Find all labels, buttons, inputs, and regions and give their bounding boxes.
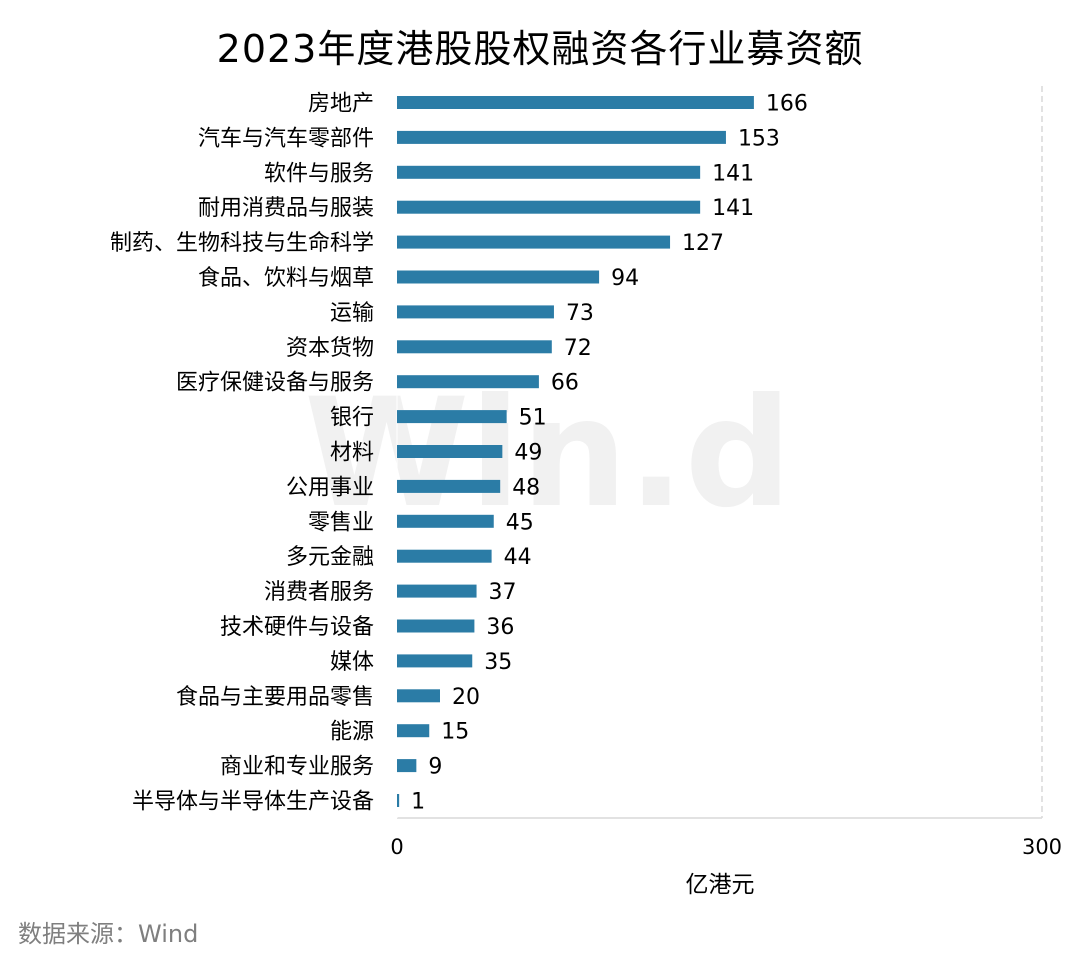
category-label: 食品、饮料与烟草: [198, 266, 374, 291]
bar: [397, 549, 492, 563]
data-label: 36: [486, 615, 514, 640]
data-label: 141: [712, 161, 754, 186]
chart-title: 2023年度港股股权融资各行业募资额: [216, 27, 864, 71]
data-label: 49: [514, 441, 542, 466]
data-label: 141: [712, 196, 754, 221]
bar: [397, 410, 507, 424]
data-label: 66: [551, 371, 579, 396]
data-label: 153: [738, 126, 780, 151]
x-tick-label: 300: [1022, 835, 1062, 859]
bar: [397, 759, 417, 773]
bar: [397, 200, 701, 214]
category-label: 运输: [330, 301, 374, 326]
bar: [397, 689, 440, 703]
category-label: 技术硬件与设备: [220, 615, 374, 640]
category-label: 房地产: [308, 92, 374, 117]
bar: [397, 165, 701, 179]
bar: [397, 479, 501, 493]
category-label: 半导体与半导体生产设备: [132, 790, 374, 815]
x-tick-label: 0: [390, 835, 403, 859]
data-label: 51: [519, 406, 547, 431]
bar: [397, 340, 552, 354]
category-label: 软件与服务: [264, 161, 374, 186]
category-label: 多元金融: [286, 545, 374, 570]
data-label: 94: [611, 266, 639, 291]
category-label: 零售业: [308, 510, 374, 535]
data-label: 20: [452, 685, 480, 710]
category-label: 耐用消费品与服装: [198, 196, 374, 221]
data-label: 9: [428, 755, 442, 780]
category-label: 媒体: [330, 650, 374, 675]
data-label: 72: [564, 336, 592, 361]
bar: [397, 445, 503, 458]
source-note: 数据来源：Wind: [18, 920, 199, 948]
category-label: 消费者服务: [264, 580, 374, 605]
watermark: Win.d: [304, 367, 792, 541]
bar: [397, 584, 477, 598]
data-label: 73: [566, 301, 594, 326]
data-label: 48: [512, 475, 540, 500]
category-label: 医疗保健设备与服务: [176, 371, 374, 396]
bar: [397, 619, 475, 633]
bar: [397, 724, 430, 738]
bar: [397, 514, 494, 528]
bar: [397, 96, 754, 109]
data-label: 44: [504, 545, 532, 570]
bar: [397, 375, 539, 389]
category-label: 能源: [330, 720, 374, 745]
data-label: 37: [489, 580, 517, 605]
x-axis-label: 亿港元: [686, 872, 755, 898]
bar: [397, 235, 671, 249]
category-label: 公用事业: [286, 475, 374, 500]
category-label: 制药、生物科技与生命科学: [110, 231, 374, 256]
category-label: 汽车与汽车零部件: [198, 126, 374, 151]
category-label: 商业和专业服务: [220, 755, 374, 780]
data-label: 166: [766, 92, 808, 117]
category-label: 资本货物: [286, 336, 374, 361]
data-label: 45: [506, 510, 534, 535]
data-label: 127: [682, 231, 724, 256]
bar: [397, 130, 726, 144]
bar: [397, 654, 473, 668]
data-label: 35: [484, 650, 512, 675]
category-label: 银行: [330, 406, 374, 431]
bar: [397, 794, 400, 807]
category-label: 材料: [330, 441, 374, 466]
bar: [397, 305, 554, 319]
bar: [397, 270, 600, 284]
category-label: 食品与主要用品零售: [176, 685, 374, 710]
data-label: 1: [411, 790, 425, 815]
data-label: 15: [441, 720, 469, 745]
